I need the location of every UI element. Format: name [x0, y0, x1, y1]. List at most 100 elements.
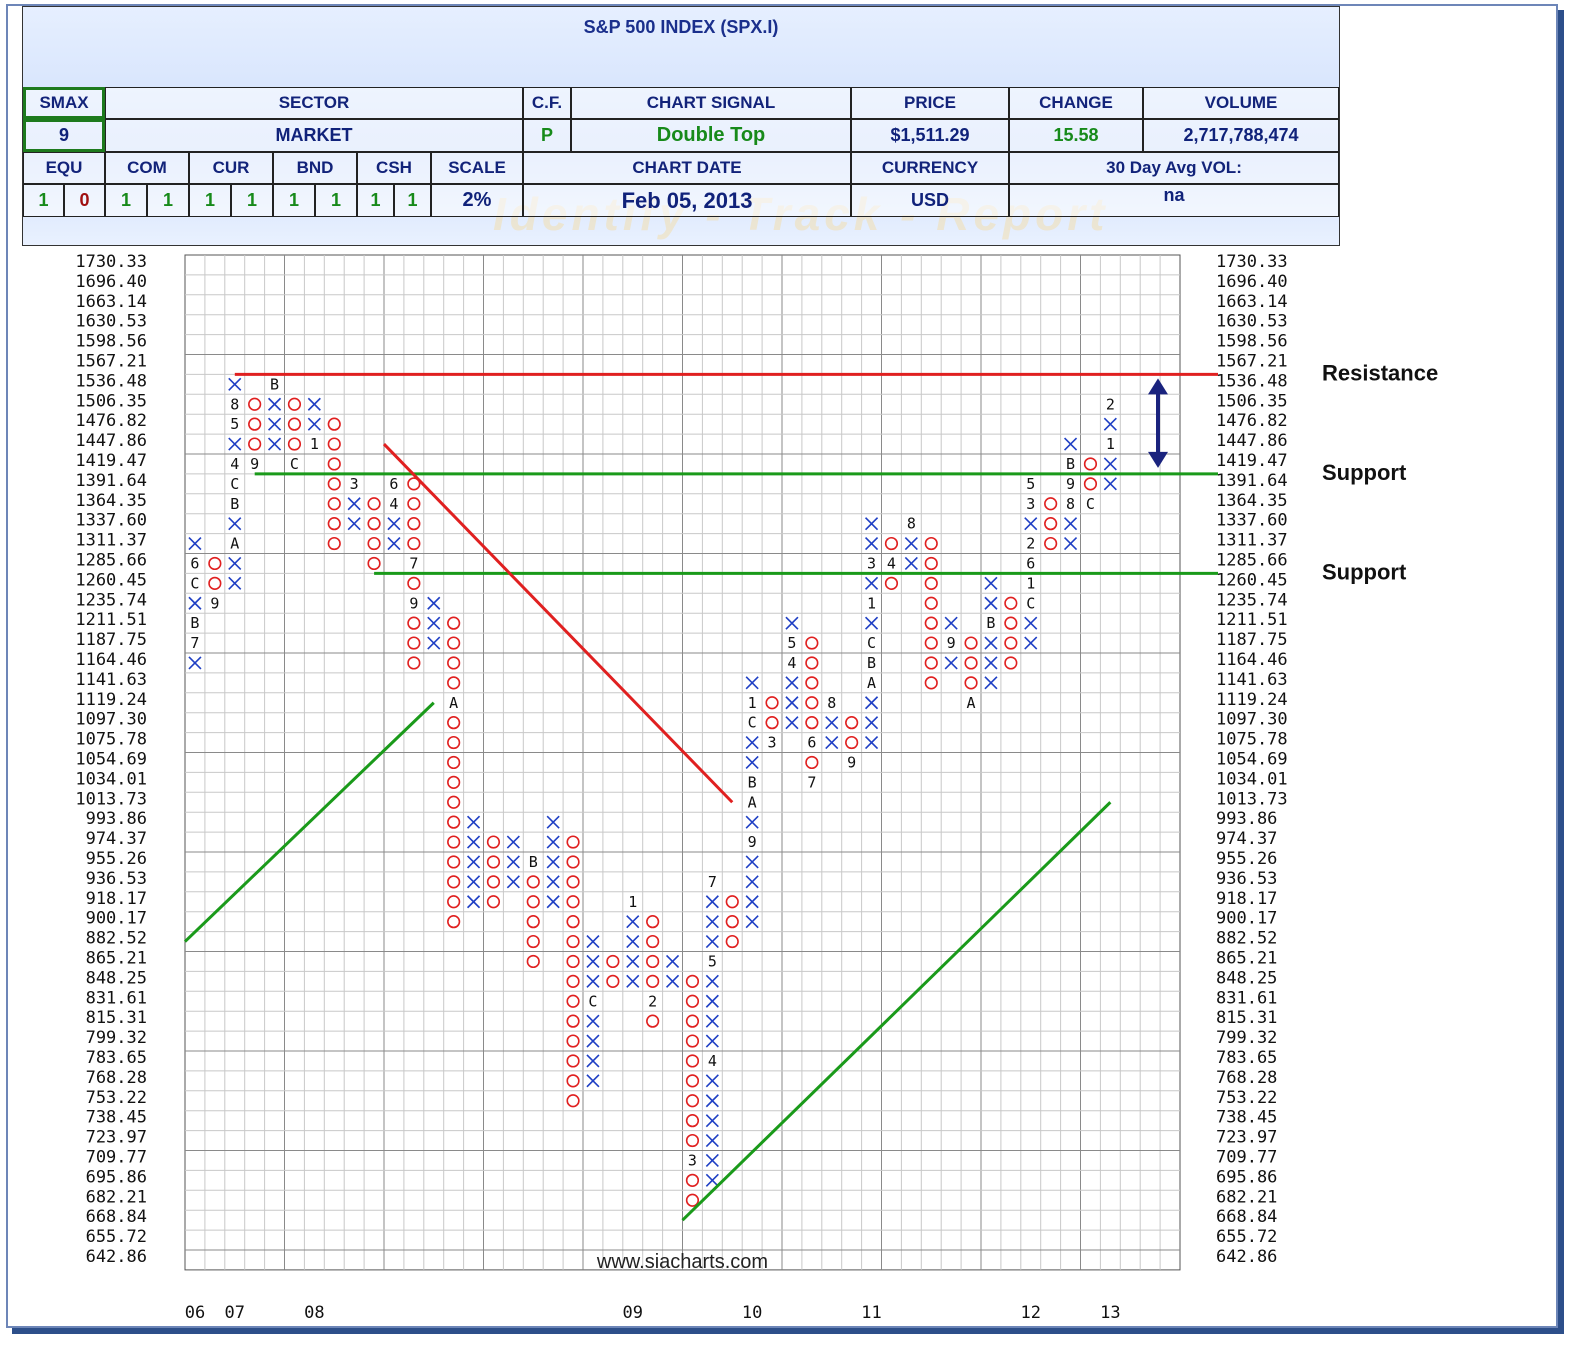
year-label: 07 [225, 1303, 245, 1323]
x-mark [944, 656, 958, 670]
month-marker: 9 [210, 594, 219, 612]
o-mark [327, 417, 341, 431]
price-label-left: 723.97 [86, 1128, 147, 1148]
pf-column-40: B [984, 576, 998, 690]
x-mark [705, 1094, 719, 1108]
pf-column-28: 1 C BA 9 [745, 676, 759, 929]
o-mark [447, 915, 461, 929]
x-mark [825, 735, 839, 750]
pf-column-12 [427, 596, 441, 650]
x-mark [626, 974, 640, 988]
month-marker: 9 [1066, 475, 1075, 493]
month-marker: C [867, 634, 876, 652]
o-mark [486, 855, 501, 869]
o-mark [287, 437, 302, 451]
o-mark [486, 895, 501, 909]
o-mark [407, 497, 421, 511]
price-label-right: 1097.30 [1216, 710, 1288, 730]
currency-label: CURRENCY [851, 152, 1009, 184]
change-value: 15.58 [1009, 119, 1143, 152]
price-label-left: 865.21 [86, 949, 147, 969]
pf-column-6: 1 [307, 397, 321, 453]
o-mark [566, 875, 580, 889]
o-mark [566, 1054, 580, 1068]
pf-column-13: A [447, 616, 461, 929]
o-mark [685, 1094, 700, 1108]
month-marker: 6 [1026, 554, 1035, 572]
pf-column-45: C [1083, 457, 1098, 513]
o-mark [685, 1114, 700, 1128]
month-marker: 3 [688, 1151, 697, 1169]
o-mark [646, 1014, 660, 1028]
o-mark [447, 755, 461, 770]
price-label-right: 668.84 [1216, 1207, 1277, 1227]
x-mark [705, 915, 719, 929]
x-mark [745, 735, 759, 750]
x-mark [864, 735, 879, 750]
price-label-right: 955.26 [1216, 849, 1277, 869]
volume-value: 2,717,788,474 [1143, 119, 1339, 152]
price-label-right: 682.21 [1216, 1187, 1277, 1207]
x-mark [745, 895, 759, 909]
month-marker: 8 [827, 694, 836, 712]
x-mark [785, 716, 799, 730]
month-marker: 8 [1066, 495, 1075, 513]
month-marker: 5 [230, 415, 239, 433]
pf-column-36: 8 [904, 515, 918, 571]
cur-label: CUR [189, 152, 273, 184]
o-mark [287, 397, 302, 411]
x-mark [785, 696, 799, 710]
price-label-right: 974.37 [1216, 829, 1277, 849]
month-marker: 6 [807, 734, 816, 752]
o-mark [248, 437, 262, 451]
o-mark [1004, 656, 1018, 670]
o-mark [1083, 457, 1098, 471]
o-mark [924, 676, 938, 690]
com-value-2: 1 [147, 184, 189, 217]
x-mark [745, 676, 759, 690]
sector-label: SECTOR [105, 87, 523, 119]
price-label-right: 1598.56 [1216, 332, 1288, 352]
o-mark [447, 656, 461, 670]
x-mark [825, 716, 839, 730]
price-label-right: 1034.01 [1216, 769, 1288, 789]
month-marker: C [588, 992, 597, 1010]
o-mark [845, 735, 859, 750]
x-mark [705, 994, 719, 1008]
o-mark [486, 835, 501, 849]
pf-column-42: 5 3 26 1 C [1024, 475, 1038, 650]
pf-column-21 [606, 954, 620, 988]
price-label-right: 1260.45 [1216, 570, 1288, 590]
x-mark [228, 517, 242, 531]
arrow-head-up [1148, 378, 1168, 395]
smax-value: 9 [23, 119, 105, 152]
chart-signal-value: Double Top [571, 119, 851, 152]
month-marker: C [1026, 594, 1035, 612]
o-mark [327, 517, 341, 531]
header-panel: Identify - Track - Report S&P 500 INDEX … [22, 6, 1340, 246]
o-mark [1044, 497, 1058, 511]
month-marker: 5 [1026, 475, 1035, 493]
o-mark [447, 815, 461, 829]
price-label-left: 1696.40 [75, 272, 147, 292]
x-mark [626, 915, 640, 929]
x-mark [785, 676, 799, 690]
month-marker: 9 [947, 634, 956, 652]
month-marker: 2 [1106, 395, 1115, 413]
x-mark [586, 1074, 600, 1088]
x-mark [466, 855, 481, 869]
o-mark [447, 636, 461, 650]
o-mark [526, 954, 540, 969]
pf-column-4: B [267, 375, 282, 451]
x-mark [785, 616, 799, 630]
price-label-right: 1013.73 [1216, 789, 1288, 809]
x-mark [1024, 517, 1038, 531]
o-mark [1044, 536, 1058, 551]
pf-column-7 [327, 417, 341, 551]
x-mark [705, 1153, 719, 1168]
page-title: S&P 500 INDEX (SPX.I) [583, 17, 779, 37]
month-marker: 3 [867, 554, 876, 572]
website-watermark: www.siacharts.com [596, 1251, 768, 1273]
pf-column-46: 21 [1103, 395, 1117, 491]
month-marker: 4 [787, 654, 796, 672]
